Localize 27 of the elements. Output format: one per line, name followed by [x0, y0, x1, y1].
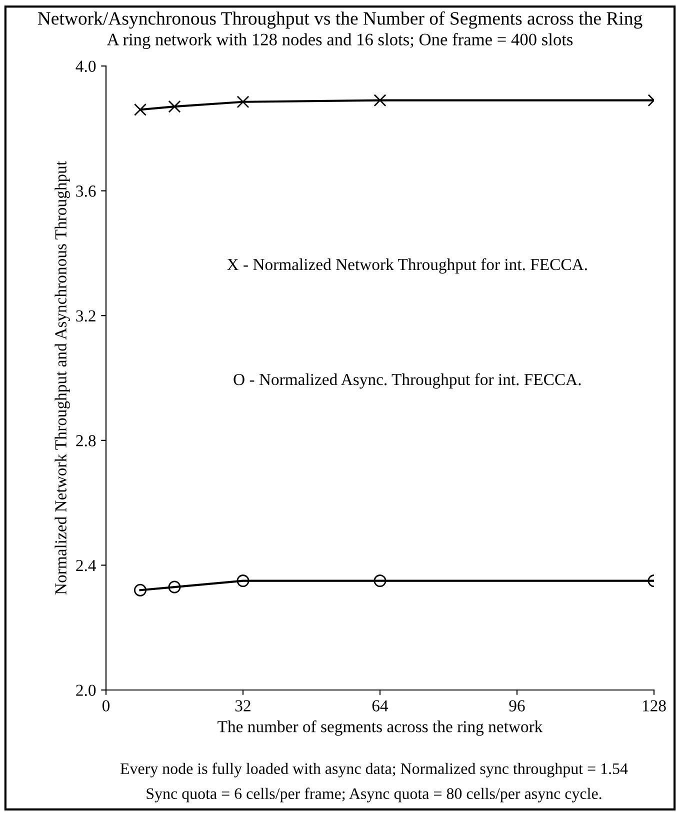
point [236, 96, 250, 108]
chart-subtitle: A ring network with 128 nodes and 16 slots; One frame = 400 slots [106, 33, 573, 49]
point [134, 584, 146, 596]
x-tick-label: 128 [642, 700, 666, 712]
x-tick-label: 96 [509, 700, 525, 712]
text: Every node is fully loaded with async data; Normalized sync throughput = 1.54 [120, 762, 628, 778]
y-tick-label: 2.0 [76, 684, 96, 696]
y-tick-label: 2.8 [76, 435, 96, 446]
y-tick-label: 3.2 [76, 310, 96, 322]
x-tick-label: 64 [372, 700, 388, 712]
x-axis-title: The number of segments across the ring network [218, 720, 543, 736]
x-tick-label: 0 [102, 700, 110, 712]
x-tick-label: 32 [235, 700, 250, 712]
y-tick-label: 4.0 [76, 60, 96, 72]
point [134, 103, 146, 116]
y-tick-label: 2.4 [76, 560, 96, 572]
y-axis-title: Normalized Network Throughput and Asynchronous Throughput [54, 161, 70, 595]
point [374, 94, 386, 107]
point [168, 100, 181, 113]
y-tick-label: 3.6 [76, 186, 96, 197]
chart-title: Network/Asynchronous Throughput vs the Number of Segments across the Ring [38, 11, 642, 29]
text: Sync quota = 6 cells/per frame; Async quota = 80 cells/per async cycle. [146, 788, 602, 802]
annotation: X - Normalized Network Throughput for int. FECCA. [227, 258, 587, 274]
point [374, 574, 386, 588]
point [236, 574, 250, 588]
point [168, 580, 181, 594]
annotation: O - Normalized Async. Throughput for int. FECCA. [234, 373, 581, 389]
